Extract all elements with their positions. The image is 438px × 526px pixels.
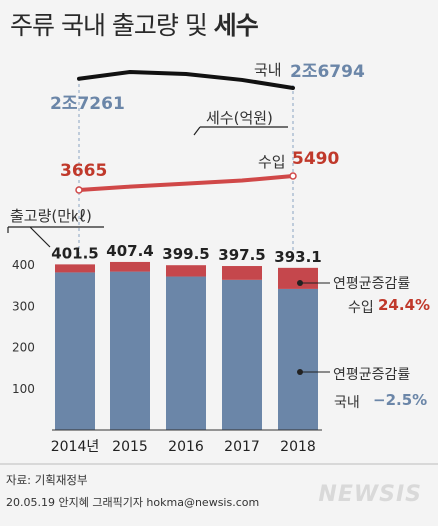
bar-total-label: 397.5 <box>218 246 265 264</box>
import-line-point <box>289 172 297 180</box>
newsis-logo: NEWSIS <box>318 482 422 507</box>
import-start-value: 3665 <box>60 161 108 181</box>
y-tick-label: 300 <box>12 299 35 313</box>
chart-title: 주류 국내 출고량 및 세수 <box>10 11 259 40</box>
bar-total-label: 393.1 <box>274 248 321 266</box>
bar-domestic <box>278 288 318 430</box>
bar-import <box>110 261 150 272</box>
domestic-cagr-dot <box>297 369 303 375</box>
bar-import <box>166 265 206 277</box>
x-tick-label: 2018 <box>280 439 316 455</box>
import-cagr-label: 연평균증감률 <box>333 276 411 292</box>
bar-total-label: 401.5 <box>51 244 98 262</box>
import-cagr-prefix: 수입 <box>348 300 374 316</box>
credit-text: 20.05.19 안지혜 그래픽기자 hokma@newsis.com <box>6 496 260 509</box>
x-tick-label: 2017 <box>224 439 260 455</box>
domestic-cagr-prefix: 국내 <box>334 395 360 411</box>
import-cagr-value: 24.4% <box>378 296 431 314</box>
bar-total-label: 407.4 <box>106 242 153 260</box>
x-tick-label: 2014년 <box>51 439 100 455</box>
bar-import <box>278 267 318 289</box>
bar-domestic <box>166 276 206 430</box>
import-cagr-dot <box>297 280 303 286</box>
domestic-line-label: 국내 <box>254 61 282 79</box>
domestic-cagr-value: −2.5% <box>373 391 428 409</box>
domestic-cagr-label: 연평균증감률 <box>333 367 411 383</box>
x-tick-label: 2016 <box>168 439 204 455</box>
ylabel-bracket <box>7 226 104 248</box>
source-text: 자료: 기획재정부 <box>6 473 88 487</box>
import-tax-line <box>77 174 295 192</box>
domestic-end-value: 2조6794 <box>290 62 365 82</box>
bar-import <box>222 266 262 280</box>
import-end-value: 5490 <box>292 149 340 169</box>
import-line-point <box>75 186 83 194</box>
bar-ylabel: 출고량(만㎘) <box>10 207 92 225</box>
bar-domestic <box>222 279 262 430</box>
y-tick-label: 400 <box>12 258 35 272</box>
y-tick-label: 100 <box>12 382 35 396</box>
x-tick-label: 2015 <box>112 439 148 455</box>
bar-total-label: 399.5 <box>162 245 209 263</box>
y-tick-label: 200 <box>12 341 35 355</box>
domestic-start-value: 2조7261 <box>50 94 125 114</box>
import-line-label: 수입 <box>258 153 286 171</box>
tax-unit-bracket <box>193 126 288 136</box>
bar-import <box>55 264 95 273</box>
tax-unit-label: 세수(억원) <box>206 109 273 127</box>
domestic-tax-line <box>77 70 295 90</box>
bar-domestic <box>55 272 95 430</box>
bar-domestic <box>110 271 150 430</box>
